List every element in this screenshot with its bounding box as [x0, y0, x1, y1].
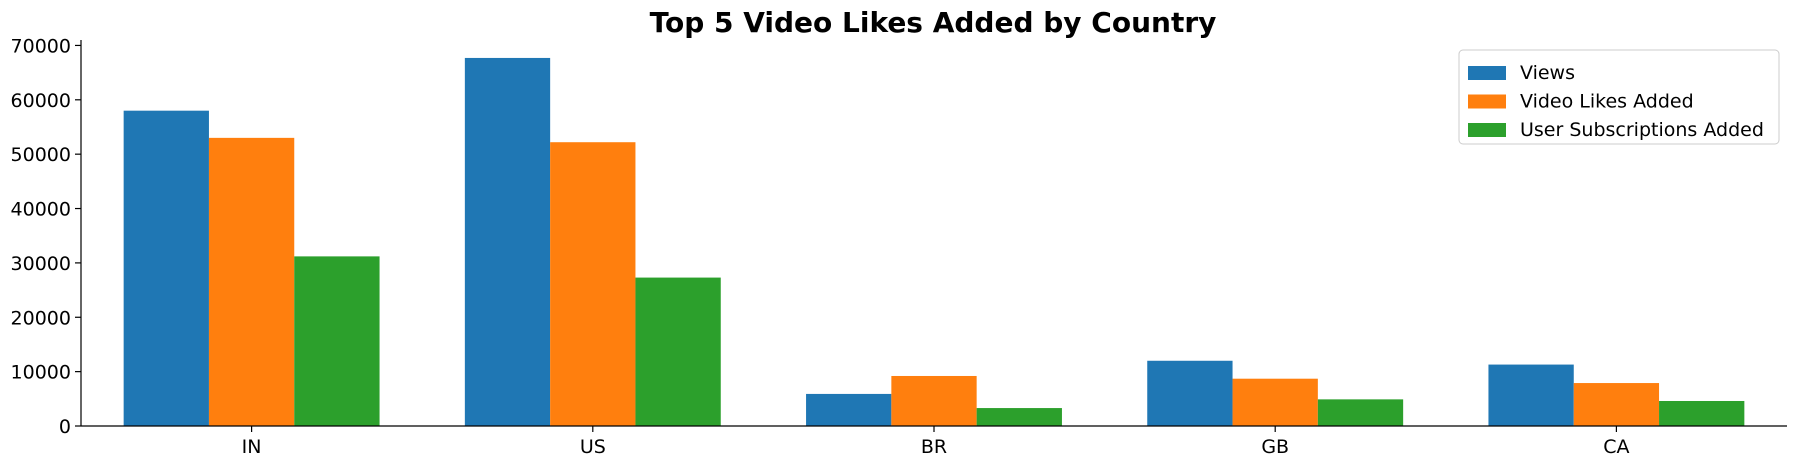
bar-us-views [464, 57, 551, 426]
bar-br-user-subscriptions-added [976, 408, 1062, 426]
bar-ca-user-subscriptions-added [1659, 400, 1745, 426]
bars-group [123, 57, 1745, 427]
legend-swatch [1468, 94, 1506, 109]
bar-in-video-likes-added [208, 137, 295, 426]
y-tick-label: 10000 [11, 362, 71, 384]
y-tick-label: 50000 [11, 144, 71, 166]
legend: Views Video Likes Added User Subscriptions… [1458, 49, 1780, 145]
x-tick-label: BR [921, 436, 947, 458]
bar-ca-video-likes-added [1573, 383, 1660, 426]
legend-swatch [1468, 123, 1506, 137]
y-tick-label: 20000 [11, 307, 71, 329]
y-tick-label: 40000 [11, 199, 71, 221]
bar-ca-views [1488, 364, 1574, 426]
bar-us-video-likes-added [550, 142, 636, 427]
y-tick-label: 0 [59, 416, 71, 438]
bar-us-user-subscriptions-added [635, 277, 721, 426]
legend-label: Views [1520, 62, 1575, 84]
bar-in-views [123, 110, 209, 426]
bar-br-views [806, 393, 892, 426]
y-tick-label: 70000 [11, 35, 71, 57]
bar-gb-views [1147, 360, 1233, 426]
x-axis: IN US BR GB CA [81, 425, 1787, 458]
legend-swatch [1468, 66, 1506, 80]
y-tick-label: 30000 [11, 253, 71, 275]
y-axis: 0 10000 20000 30000 40000 50000 60000 70000 [11, 35, 82, 438]
y-tick-label: 60000 [11, 90, 71, 112]
bar-gb-user-subscriptions-added [1317, 399, 1404, 426]
x-tick-label: GB [1261, 436, 1289, 458]
x-tick-label: US [580, 436, 606, 458]
chart-title: Top 5 Video Likes Added by Country [650, 6, 1217, 39]
x-tick-label: CA [1603, 436, 1629, 458]
x-tick-label: IN [242, 436, 262, 458]
bar-br-video-likes-added [891, 375, 977, 426]
legend-frame [1458, 49, 1780, 145]
bar-gb-video-likes-added [1232, 378, 1318, 426]
bar-in-user-subscriptions-added [294, 256, 380, 426]
legend-label: User Subscriptions Added [1520, 119, 1764, 141]
legend-label: Video Likes Added [1520, 91, 1694, 113]
